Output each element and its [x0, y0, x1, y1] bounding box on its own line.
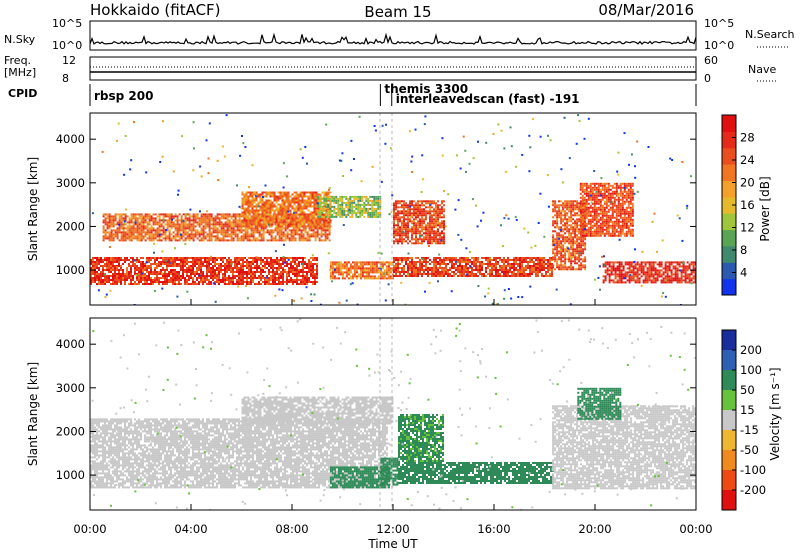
velocity-echo-region	[398, 414, 444, 462]
freq-tick-top: 12	[62, 54, 76, 67]
power-colorbar-swatch	[722, 279, 736, 296]
nave-tick-bottom: 0	[704, 72, 711, 85]
power-colorbar-label-tick: 4	[740, 266, 747, 280]
velocity-echo-region	[242, 397, 394, 425]
velocity-colorbar-label: Velocity [m s⁻¹]	[768, 367, 782, 460]
velocity-colorbar-swatch	[722, 490, 736, 511]
velocity-colorbar-label-tick: 15	[740, 403, 755, 417]
power-echo-region	[317, 196, 381, 218]
power-ytick-label: 3000	[56, 176, 85, 190]
power-echo-region	[90, 257, 318, 285]
power-colorbar-label-tick: 16	[740, 198, 755, 212]
cpid-entry: rbsp 200	[94, 89, 153, 103]
velocity-xtick-label: 20:00	[578, 522, 611, 536]
freq-panel: Freq. [MHz] 12 8 60 0 Nave	[4, 54, 778, 85]
power-colorbar-label-tick: 20	[740, 176, 755, 190]
velocity-colorbar-swatch	[722, 330, 736, 351]
power-colorbar-label: Power [dB]	[758, 176, 772, 241]
power-echo-region	[393, 200, 445, 244]
power-colorbar-label-tick: 8	[740, 243, 747, 257]
power-panel: 1000 2000 3000 4000 Slant Range [km] 4 8 12 16…	[26, 113, 772, 306]
power-colorbar-label-tick: 12	[740, 221, 755, 235]
nsky-label: N.Sky	[4, 33, 36, 46]
velocity-xtick-label: 04:00	[174, 522, 207, 536]
station-title: Hokkaido (fitACF)	[90, 1, 221, 19]
power-colorbar-swatch	[722, 230, 736, 247]
nsky-trace	[90, 34, 696, 44]
nsearch-tick-bottom: 10^0	[704, 39, 734, 52]
xaxis-title: Time UT	[367, 537, 418, 551]
velocity-ytick-label: 2000	[56, 424, 85, 438]
nave-label: Nave	[748, 63, 776, 76]
velocity-xtick-label: 00:00	[679, 522, 712, 536]
velocity-colorbar-swatch	[722, 390, 736, 411]
velocity-colorbar-swatch	[722, 430, 736, 451]
power-ytick-label: 1000	[56, 263, 85, 277]
power-colorbar-label-tick: 28	[740, 131, 755, 145]
velocity-ylabel: Slant Range [km]	[26, 362, 40, 466]
velocity-panel: 1000 2000 3000 4000 00:00 04:00 08:00 12:00 16:…	[26, 318, 782, 536]
power-colorbar-swatch	[722, 262, 736, 279]
power-colorbar-swatch	[722, 148, 736, 165]
nsky-tick-bottom: 10^0	[52, 39, 82, 52]
velocity-ytick-label: 4000	[56, 337, 85, 351]
velocity-colorbar-label-tick: -200	[740, 483, 766, 497]
velocity-echo-region	[552, 405, 696, 489]
power-colorbar-label-tick: 24	[740, 153, 755, 167]
velocity-xtick-label: 12:00	[376, 522, 409, 536]
power-colorbar-swatch	[722, 164, 736, 181]
velocity-colorbar-label-tick: 50	[740, 383, 755, 397]
velocity-ytick-label: 1000	[56, 468, 85, 482]
nsky-tick-top: 10^5	[52, 17, 82, 30]
power-ytick-label: 4000	[56, 132, 85, 146]
power-ytick-label: 2000	[56, 219, 85, 233]
velocity-colorbar-swatch	[722, 350, 736, 371]
nsearch-label: N.Search	[745, 28, 795, 41]
velocity-colorbar-swatch	[722, 370, 736, 391]
power-colorbar-swatch	[722, 246, 736, 263]
velocity-colorbar-label-tick: -15	[740, 423, 759, 437]
velocity-colorbar-label-tick: 100	[740, 363, 762, 377]
cpid-entry: interleavedscan (fast) -191	[396, 92, 580, 106]
power-echo-region	[393, 257, 553, 277]
date-title: 08/Mar/2016	[598, 1, 694, 19]
velocity-xtick-label: 08:00	[275, 522, 308, 536]
nave-tick-top: 60	[704, 54, 718, 67]
velocity-colorbar-swatch	[722, 450, 736, 471]
velocity-colorbar-label-tick: -100	[740, 463, 766, 477]
power-echo-region	[580, 183, 634, 237]
beam-title: Beam 15	[364, 3, 431, 21]
velocity-colorbar-label-tick: 200	[740, 343, 762, 357]
velocity-ytick-label: 3000	[56, 381, 85, 395]
velocity-colorbar-swatch	[722, 410, 736, 431]
velocity-xtick-label: 00:00	[73, 522, 106, 536]
nsky-panel: N.Sky 10^5 10^0 10^5 10^0 N.Search	[4, 17, 795, 52]
power-ylabel: Slant Range [km]	[26, 157, 40, 261]
velocity-echo-region	[577, 388, 621, 420]
power-colorbar-swatch	[722, 181, 736, 198]
cpid-label: CPID	[8, 87, 37, 100]
freq-unit: [MHz]	[4, 66, 36, 79]
power-colorbar-swatch	[722, 131, 736, 148]
power-echo-region	[603, 261, 697, 283]
velocity-xtick-label: 16:00	[477, 522, 510, 536]
nsearch-tick-top: 10^5	[704, 17, 734, 30]
freq-tick-bottom: 8	[62, 72, 69, 85]
velocity-colorbar-label-tick: -50	[740, 443, 759, 457]
velocity-colorbar-swatch	[722, 470, 736, 491]
power-colorbar-swatch	[722, 115, 736, 132]
